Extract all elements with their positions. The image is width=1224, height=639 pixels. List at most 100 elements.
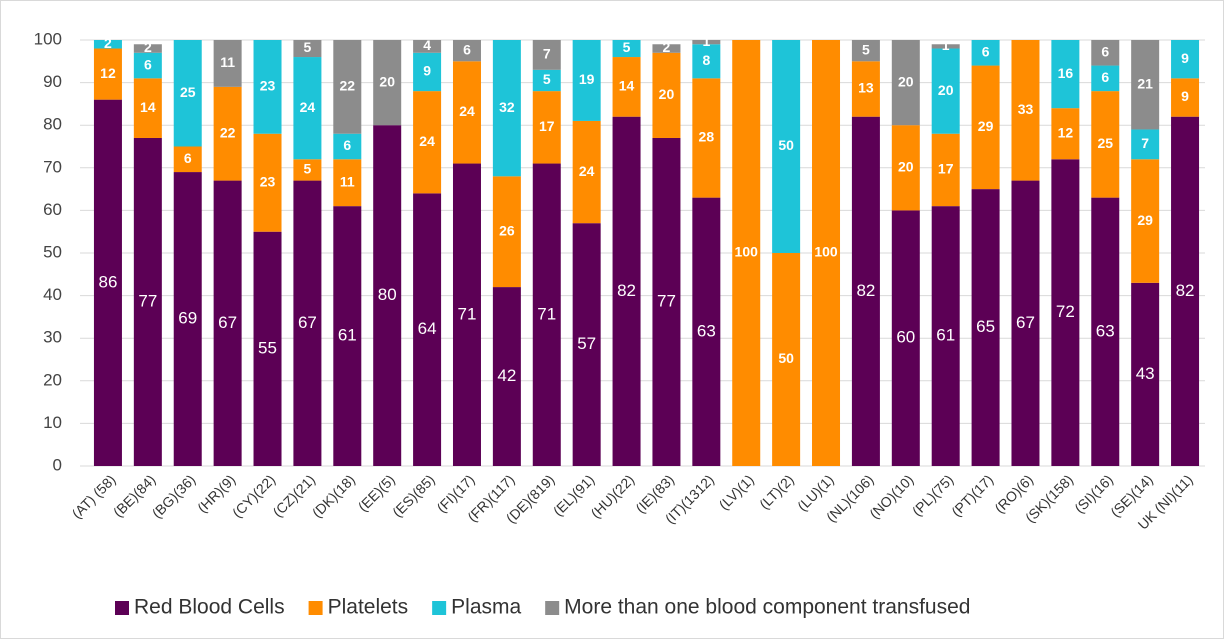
value-label: 12 [100,65,116,81]
value-label: 77 [138,291,157,310]
bar-segment [1051,159,1080,466]
value-label: 57 [577,334,596,353]
bar-segment [891,210,920,466]
bar-segment [692,197,721,466]
value-label: 9 [1181,88,1189,104]
value-label: 7 [1141,135,1149,151]
bar-segment [1171,116,1200,466]
value-label: 28 [699,129,715,145]
value-label: 61 [936,326,955,345]
bar-segment [572,223,601,466]
value-label: 64 [418,319,437,338]
value-label: 72 [1056,302,1075,321]
value-label: 4 [423,37,431,53]
value-label: 77 [657,291,676,310]
bar-segment [1011,180,1040,466]
bar-segment [1091,91,1120,198]
bar-segment [891,40,920,126]
value-label: 71 [537,304,556,323]
y-tick-label: 0 [53,455,62,474]
value-label: 2 [104,35,112,51]
value-label: 22 [340,78,356,94]
value-label: 9 [423,63,431,79]
bar-segment [692,44,721,79]
value-label: 50 [778,350,794,366]
bar-segment [1091,197,1120,466]
y-tick-label: 100 [34,29,62,48]
bar-segment [173,172,202,466]
value-label: 100 [735,244,759,260]
value-label: 2 [144,39,152,55]
value-label: 60 [896,328,915,347]
bar-segment [1131,40,1160,130]
bar-segment [333,40,362,134]
bar-segment [133,137,162,466]
legend-swatch [432,601,447,615]
value-label: 11 [220,54,235,70]
bar-segment [452,40,481,62]
bar-segment [851,116,880,466]
bar-segment [133,78,162,138]
value-label: 12 [1058,124,1074,140]
value-label: 43 [1136,364,1155,383]
bar-segment [851,61,880,117]
value-label: 24 [459,103,475,119]
value-label: 26 [499,222,515,238]
value-label: 25 [180,84,196,100]
bar-segment [492,40,521,177]
bar-segment [253,133,282,232]
y-tick-label: 60 [43,200,62,219]
value-label: 100 [814,244,838,260]
value-label: 5 [543,71,551,87]
y-tick-label: 80 [43,115,62,134]
value-label: 6 [144,56,152,72]
bar-segment [373,125,402,466]
bar-segment [333,206,362,466]
bar-segment [772,253,801,466]
value-label: 11 [340,173,355,189]
y-tick-label: 10 [43,413,62,432]
value-label: 24 [419,133,435,149]
bar-segment [851,40,880,62]
value-label: 17 [539,118,555,134]
value-label: 6 [184,150,192,166]
bar-segment [692,40,721,45]
y-tick-label: 50 [43,242,62,261]
value-label: 19 [579,71,595,87]
bar-segment [413,91,442,194]
legend-swatch [308,601,323,615]
bar-segment [133,52,162,79]
value-label: 67 [218,313,237,332]
bar-segment [1131,282,1160,466]
bar-segment [572,120,601,224]
bar-segment [213,180,242,466]
value-label: 1 [942,37,950,53]
y-tick-label: 30 [43,328,62,347]
bar-segment [253,40,282,134]
value-label: 17 [938,161,954,177]
value-label: 82 [1176,281,1195,300]
value-label: 50 [778,137,794,153]
bar-segment [532,91,561,164]
bar-segment [931,44,960,49]
bar-segment [612,40,641,58]
bar-segment [333,159,362,207]
value-label: 21 [1137,75,1153,91]
value-label: 1 [702,33,710,49]
value-label: 67 [298,313,317,332]
value-label: 2 [663,39,671,55]
bar-segment [293,57,322,160]
value-label: 29 [1137,212,1153,228]
value-label: 5 [304,161,312,177]
bar-segment [971,40,1000,66]
value-label: 42 [497,366,516,385]
value-label: 63 [697,321,716,340]
value-label: 6 [1101,69,1109,85]
value-label: 5 [304,39,312,55]
legend-swatch [545,601,560,615]
value-label: 24 [300,99,316,115]
bar-segment [931,206,960,466]
value-label: 7 [543,46,551,62]
bar-segment [213,86,242,181]
bar-segment [492,287,521,466]
